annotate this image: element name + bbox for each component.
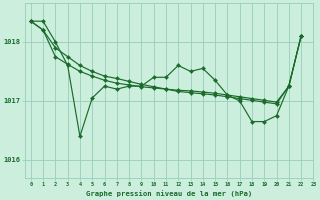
X-axis label: Graphe pression niveau de la mer (hPa): Graphe pression niveau de la mer (hPa) [86,190,252,197]
